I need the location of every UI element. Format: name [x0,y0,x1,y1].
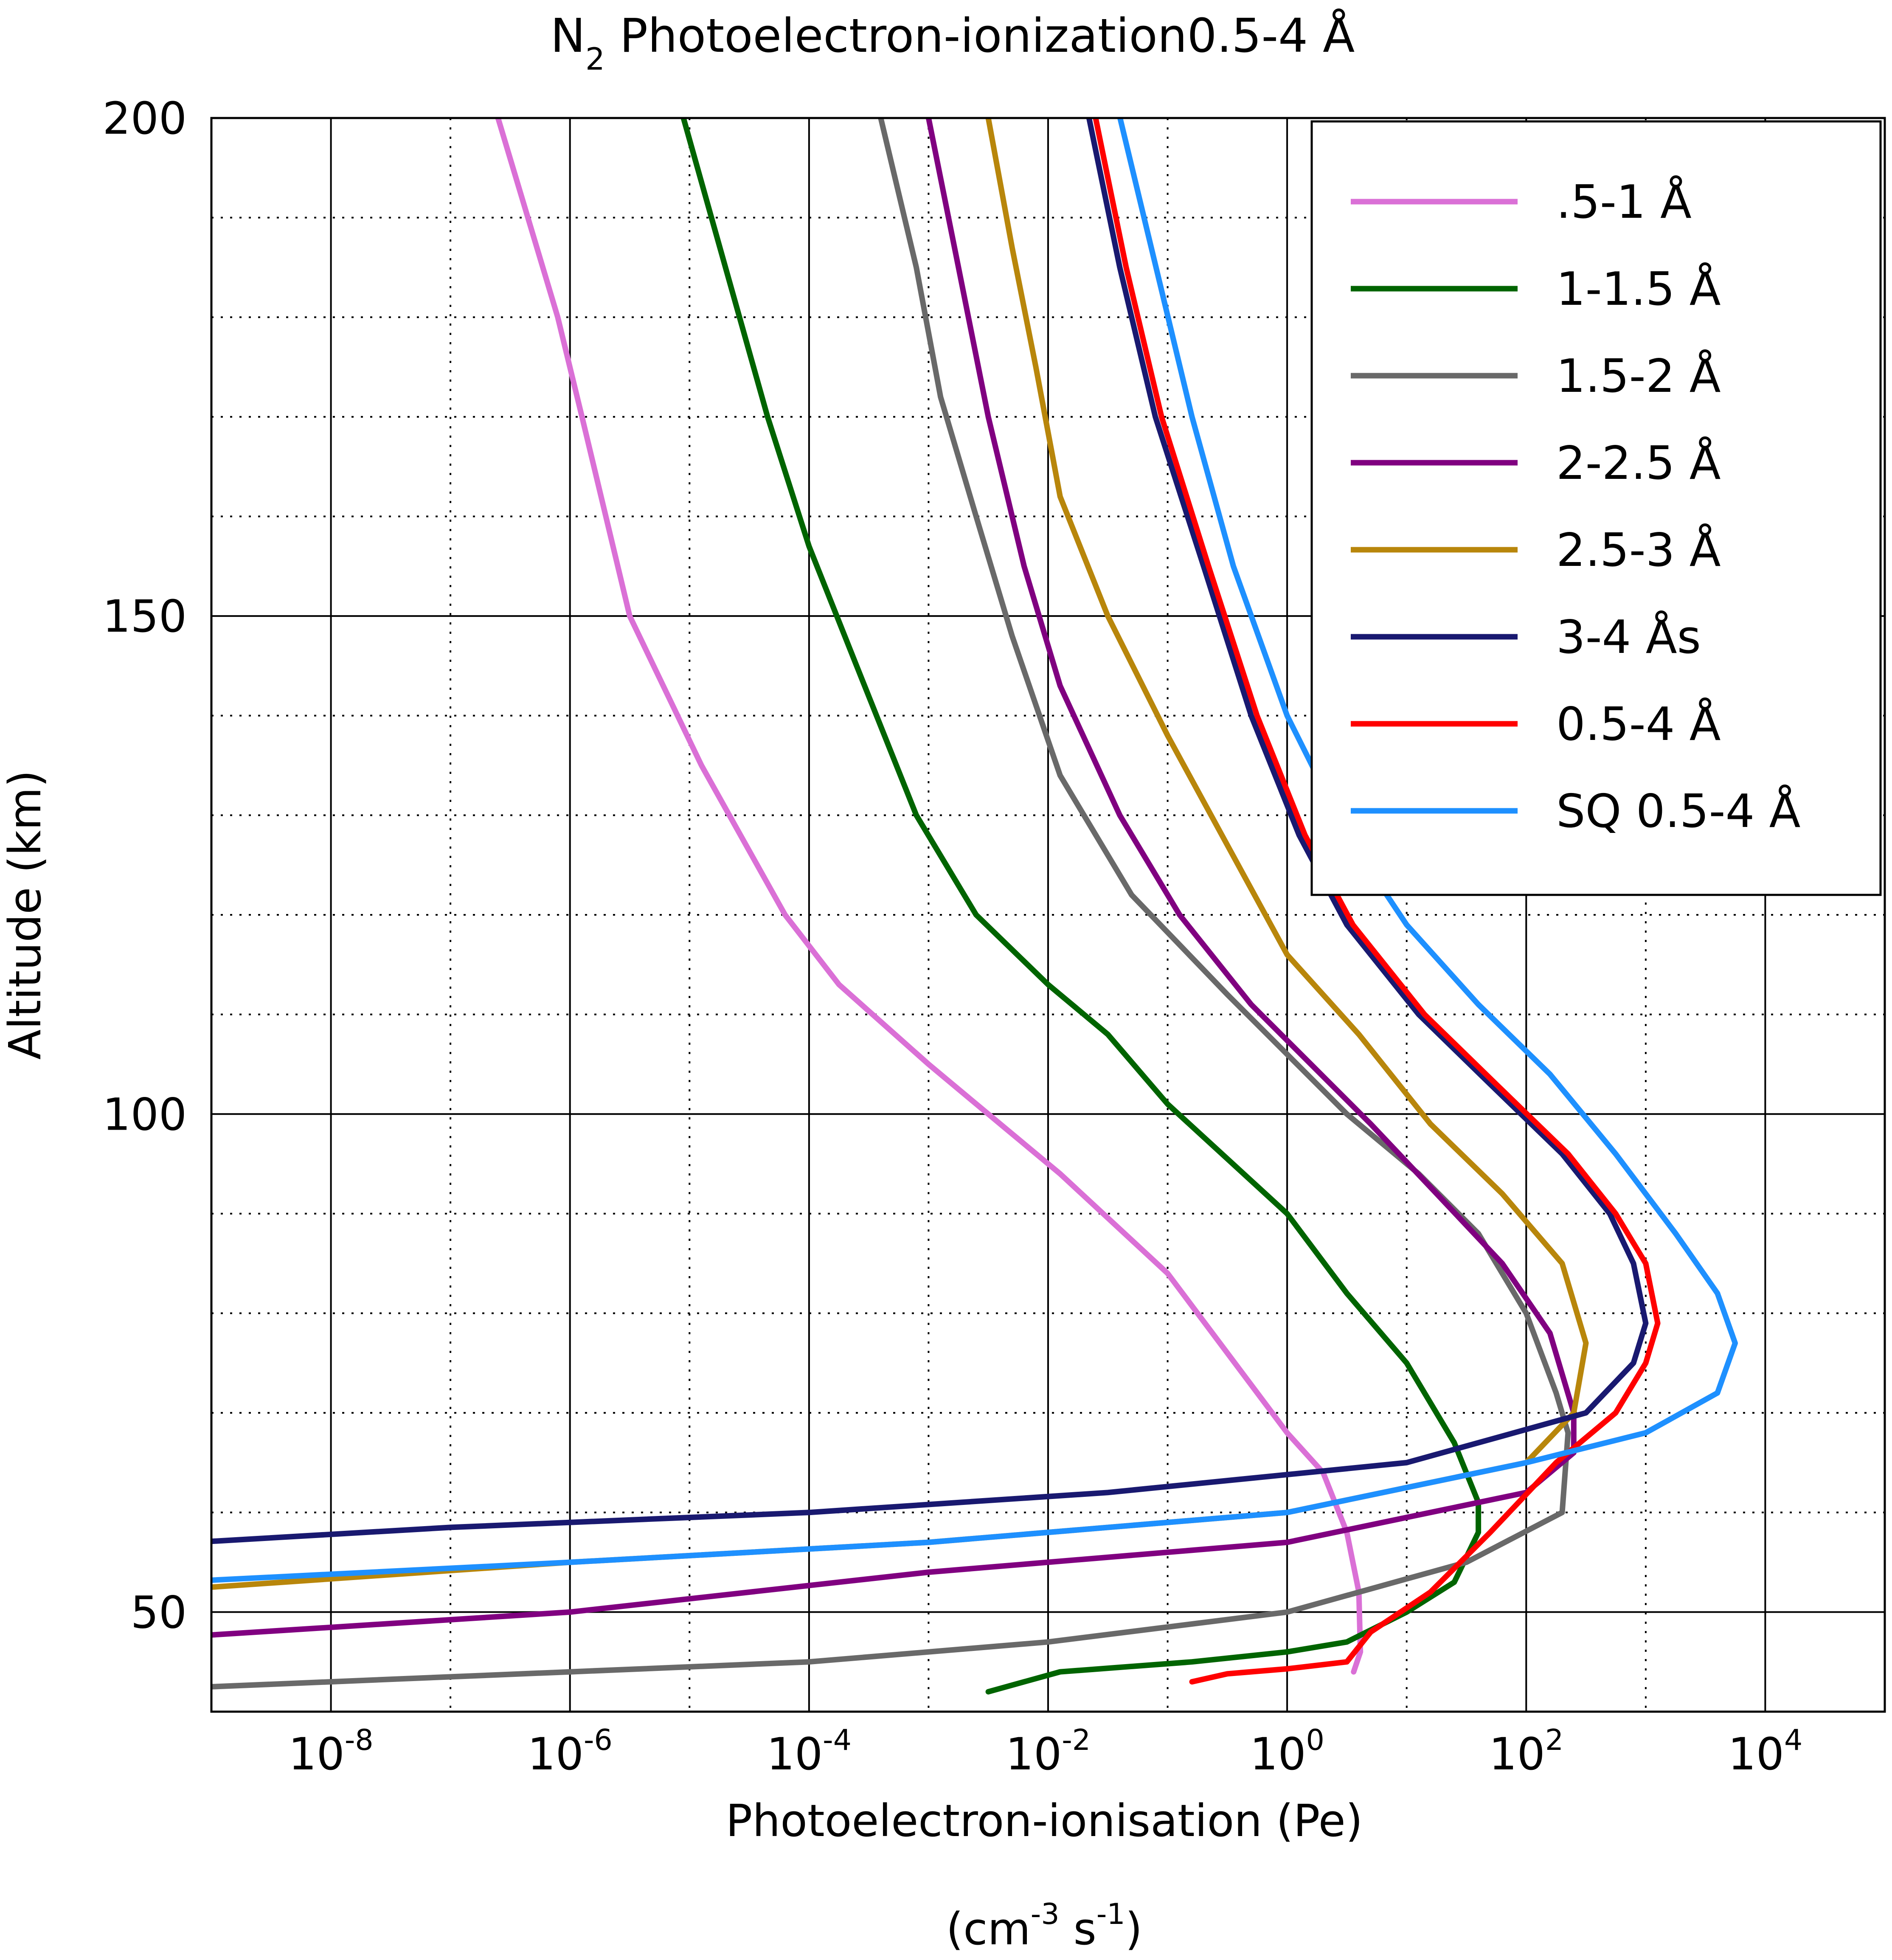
x-axis-units-open: (cm [946,1903,1031,1955]
x-tick-exp-1: -6 [584,1724,613,1757]
x-tick-label-4: 100 [1250,1724,1324,1780]
x-tick-base-4: 10 [1250,1728,1306,1780]
x-tick-exp-2: -4 [823,1724,852,1757]
x-tick-label-1: 10-6 [528,1724,613,1780]
chart-title-rest: Photoelectron-ionization0.5-4 Å [605,8,1355,63]
legend-label-6: 0.5-4 Å [1556,697,1721,751]
series-lines [211,118,1738,1695]
series-line-5 [211,118,1649,1544]
y-tick-label-1: 100 [102,1088,187,1140]
series-line-0 [495,118,1363,1675]
legend-label-3: 2-2.5 Å [1556,436,1721,490]
series-line-1 [680,118,1482,1695]
x-tick-labels: 10-8 10-6 10-4 10-2 100 102 104 [289,1724,1803,1780]
x-tick-base-6: 10 [1728,1728,1784,1780]
x-axis-units: (cm-3 s-1) [946,1898,1143,1955]
x-tick-base-1: 10 [528,1728,584,1780]
x-tick-label-3: 10-2 [1006,1724,1091,1780]
x-tick-base-3: 10 [1006,1728,1062,1780]
legend: .5-1 Å 1-1.5 Å 1.5-2 Å 2-2.5 Å 2.5-3 Å 3-4 Ås… [1310,120,1882,896]
legend-label-0: .5-1 Å [1556,175,1692,229]
series-line-6 [1093,118,1661,1685]
legend-label-2: 1.5-2 Å [1556,349,1721,403]
x-tick-exp-3: -2 [1062,1724,1091,1757]
x-axis-title: Photoelectron-ionisation (Pe) [726,1795,1363,1847]
legend-label-1: 1-1.5 Å [1556,262,1721,316]
series-line-7 [211,118,1738,1583]
legend-label-5: 3-4 Ås [1556,610,1701,664]
x-tick-base-0: 10 [289,1728,345,1780]
x-axis-units-exp1: -3 [1031,1898,1060,1931]
x-tick-label-5: 102 [1489,1724,1563,1780]
y-tick-labels: 50 100 150 200 [102,93,187,1638]
x-tick-exp-0: -8 [345,1724,374,1757]
y-tick-label-3: 200 [102,93,187,144]
legend-items: .5-1 Å 1-1.5 Å 1.5-2 Å 2-2.5 Å 2.5-3 Å 3-4 Ås… [1351,175,1801,838]
y-tick-label-0: 50 [131,1586,187,1638]
x-axis-units-exp2: -1 [1096,1898,1125,1931]
legend-label-7: SQ 0.5-4 Å [1556,784,1801,838]
legend-label-4: 2.5-3 Å [1556,523,1721,577]
chart-title-subscript: 2 [585,41,605,77]
x-tick-label-0: 10-8 [289,1724,374,1780]
plot-frame [210,117,1886,1713]
y-axis-title: Altitude (km) [0,770,51,1060]
x-tick-base-2: 10 [767,1728,823,1780]
y-tick-label-2: 150 [102,591,187,642]
chart-title-main: N [551,8,585,63]
x-tick-exp-6: 4 [1784,1724,1802,1757]
x-tick-base-5: 10 [1489,1728,1545,1780]
series-line-3 [211,118,1577,1638]
x-tick-label-6: 104 [1728,1724,1803,1780]
chart-title: N2 Photoelectron-ionization0.5-4 Å [551,8,1355,77]
x-tick-exp-5: 2 [1545,1724,1563,1757]
x-tick-exp-4: 0 [1306,1724,1324,1757]
legend-box [1310,120,1882,896]
x-axis-units-close: ) [1125,1903,1143,1955]
x-axis-units-mid: s [1060,1903,1096,1955]
x-tick-label-2: 10-4 [767,1724,852,1780]
